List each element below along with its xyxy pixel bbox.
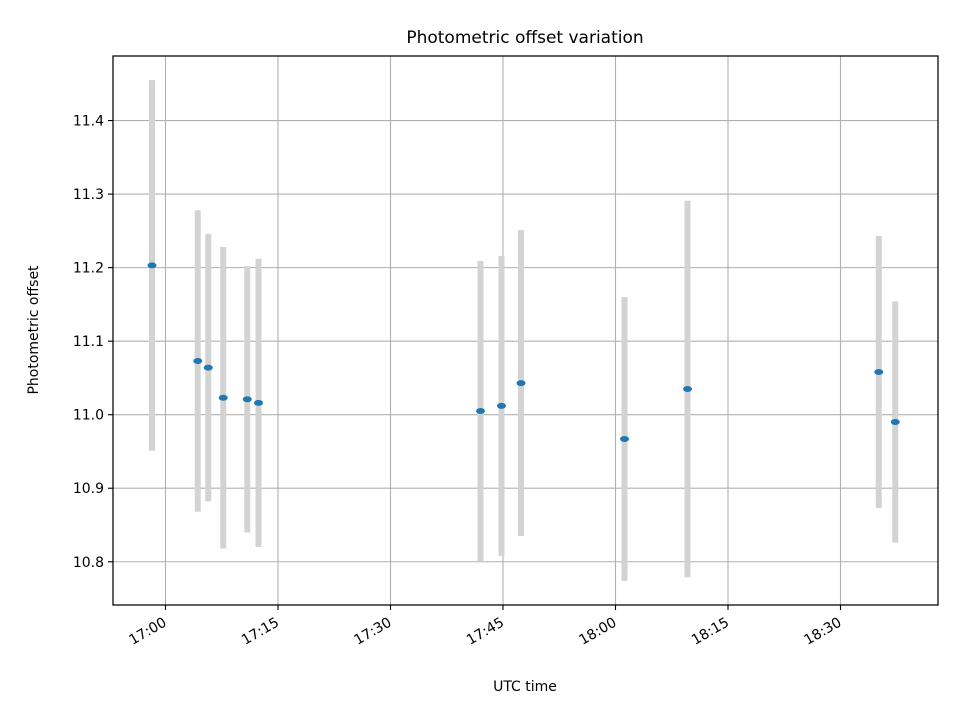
data-point <box>254 399 263 406</box>
data-points <box>147 262 900 442</box>
data-point <box>476 408 485 415</box>
data-point <box>203 364 213 371</box>
y-tick-label: 11.3 <box>73 187 104 203</box>
plot-frame <box>112 55 939 606</box>
data-point <box>218 394 228 401</box>
y-tick-label: 10.8 <box>73 555 104 571</box>
data-point <box>890 419 900 426</box>
grid <box>113 56 938 605</box>
data-point <box>147 262 157 269</box>
data-point <box>193 358 203 365</box>
y-tick-label: 10.9 <box>73 481 104 497</box>
y-tick-label: 11.2 <box>73 261 104 277</box>
chart-title: Photometric offset variation <box>406 28 643 48</box>
data-point <box>516 380 526 387</box>
y-tick-label: 11.0 <box>73 408 104 424</box>
data-point <box>620 435 629 442</box>
data-point <box>683 385 692 392</box>
y-tick-label: 11.1 <box>73 334 104 350</box>
y-tick-label: 11.4 <box>73 114 104 130</box>
data-point <box>874 369 884 376</box>
x-axis-label: UTC time <box>493 679 557 695</box>
y-axis-label: Photometric offset <box>26 265 42 395</box>
data-point <box>497 402 506 409</box>
data-point <box>242 396 252 403</box>
